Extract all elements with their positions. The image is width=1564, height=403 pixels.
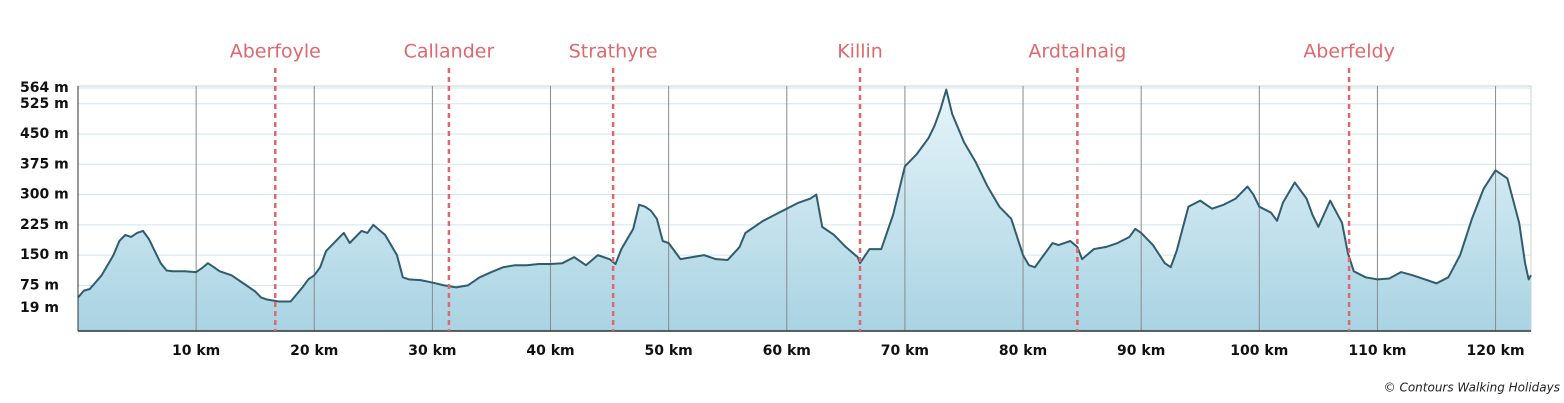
- x-tick-label: 120 km: [1467, 343, 1525, 359]
- y-tick-label: 450 m: [20, 126, 69, 142]
- town-label: Aberfoyle: [230, 41, 321, 63]
- y-tick-label: 564 m: [20, 80, 69, 96]
- town-label: Ardtalnaig: [1028, 41, 1126, 63]
- elevation-line: [77, 88, 1532, 303]
- x-tick-label: 60 km: [763, 343, 811, 359]
- x-tick-label: 110 km: [1348, 343, 1406, 359]
- x-tick-label: 70 km: [881, 343, 929, 359]
- town-label: Callander: [404, 41, 495, 63]
- x-tick-label: 50 km: [645, 343, 693, 359]
- x-tick-label: 30 km: [408, 343, 456, 359]
- y-tick-label: 300 m: [20, 187, 69, 203]
- x-tick-label: 100 km: [1230, 343, 1288, 359]
- town-label: Aberfeldy: [1303, 41, 1395, 63]
- y-tick-label: 150 m: [20, 247, 69, 263]
- x-tick-label: 10 km: [172, 343, 220, 359]
- x-tick-label: 20 km: [290, 343, 338, 359]
- y-tick-label: 75 m: [20, 277, 59, 293]
- y-tick-label: 375 m: [20, 156, 69, 172]
- town-label: Strathyre: [569, 41, 658, 63]
- y-tick-label: 225 m: [20, 217, 69, 233]
- town-label: Killin: [837, 41, 883, 63]
- x-tick-label: 40 km: [526, 343, 574, 359]
- credit: © Contours Walking Holidays: [1384, 381, 1560, 395]
- x-tick-label: 90 km: [1117, 343, 1165, 359]
- y-tick-label: 525 m: [20, 96, 69, 112]
- y-tick-label: 19 m: [20, 300, 59, 316]
- x-tick-label: 80 km: [999, 343, 1047, 359]
- elevation-area: [78, 89, 1531, 331]
